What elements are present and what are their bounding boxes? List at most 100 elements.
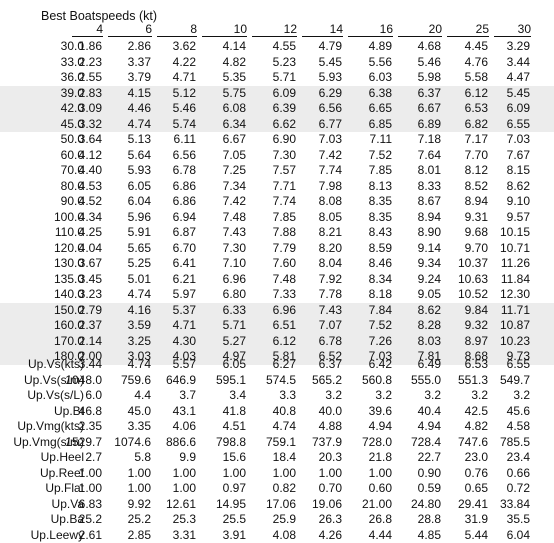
table-cell: 7.48: [273, 272, 296, 288]
wind-speed-header: 30: [494, 22, 531, 37]
table-cell: 4.76: [465, 55, 488, 71]
wind-speed-header: 10: [202, 22, 247, 37]
table-cell: 7.84: [369, 303, 392, 319]
table-cell: 8.01: [418, 163, 441, 179]
table-cell: 0.66: [507, 466, 530, 482]
table-cell: 9.05: [418, 287, 441, 303]
table-cell: 10.15: [500, 225, 530, 241]
table-cell: 8.33: [418, 179, 441, 195]
table-cell: 6.29: [319, 86, 342, 102]
table-cell: 40.8: [273, 404, 296, 420]
table-cell: 560.8: [362, 373, 392, 389]
table-cell: 8.43: [369, 225, 392, 241]
table-cell: 886.6: [166, 435, 196, 451]
table-cell: 4.74: [128, 357, 151, 373]
table-cell: 2.86: [128, 39, 151, 55]
table-cell: 21.00: [362, 497, 392, 513]
table-cell: 33.84: [500, 497, 530, 513]
table-cell: 8.03: [418, 334, 441, 350]
table-cell: 4.88: [319, 419, 342, 435]
table-cell: 19.06: [312, 497, 342, 513]
table-cell: 7.17: [465, 132, 488, 148]
table-cell: 6.62: [273, 117, 296, 133]
table-cell: 0.65: [465, 481, 488, 497]
table-cell: 7.88: [273, 225, 296, 241]
table-cell: 3.91: [223, 528, 246, 543]
wind-speed-header: 8: [157, 22, 197, 37]
table-cell: 6.85: [369, 117, 392, 133]
table-cell: 7.52: [369, 148, 392, 164]
table-cell: 6.27: [273, 357, 296, 373]
table-cell: 4.94: [369, 419, 392, 435]
row-label: Up.Vs(kts): [28, 357, 84, 373]
table-cell: 2.35: [79, 419, 102, 435]
table-cell: 4.30: [173, 334, 196, 350]
table-cell: 9.84: [465, 303, 488, 319]
row-label: Up.Vs(s/L): [27, 388, 84, 404]
table-cell: 3.64: [79, 132, 102, 148]
table-cell: 8.21: [319, 225, 342, 241]
table-cell: 6.53: [465, 357, 488, 373]
table-cell: 4.34: [79, 210, 102, 226]
table-cell: 7.10: [223, 256, 246, 272]
table-cell: 3.32: [79, 117, 102, 133]
table-cell: 4.26: [319, 528, 342, 543]
table-cell: 1.00: [79, 466, 102, 482]
table-cell: 6.96: [273, 303, 296, 319]
table-cell: 1074.6: [114, 435, 151, 451]
table-cell: 28.8: [418, 512, 441, 528]
table-cell: 5.65: [128, 241, 151, 257]
table-cell: 6.96: [223, 272, 246, 288]
table-cell: 40.4: [418, 404, 441, 420]
table-cell: 7.03: [319, 132, 342, 148]
table-cell: 5.13: [128, 132, 151, 148]
table-cell: 4.14: [223, 39, 246, 55]
table-cell: 6.21: [173, 272, 196, 288]
table-cell: 5.71: [223, 318, 246, 334]
table-cell: 7.25: [223, 163, 246, 179]
row-label: Up.Heel: [41, 450, 84, 466]
table-cell: 12.30: [500, 287, 530, 303]
table-cell: 9.57: [507, 210, 530, 226]
table-cell: 4.15: [128, 86, 151, 102]
table-cell: 4.06: [173, 419, 196, 435]
table-cell: 1.00: [79, 481, 102, 497]
table-cell: 4.74: [273, 419, 296, 435]
row-label: Up.Reef: [40, 466, 84, 482]
table-cell: 9.10: [507, 194, 530, 210]
table-cell: 7.43: [319, 303, 342, 319]
table-cell: 23.0: [465, 450, 488, 466]
table-cell: 5.93: [319, 70, 342, 86]
table-cell: 5.64: [128, 148, 151, 164]
table-cell: 6.55: [507, 357, 530, 373]
table-cell: 5.25: [128, 256, 151, 272]
table-cell: 11.84: [501, 272, 530, 288]
table-cell: 728.0: [362, 435, 392, 451]
table-cell: 759.6: [121, 373, 151, 389]
table-cell: 10.52: [458, 287, 488, 303]
table-cell: 4.45: [465, 39, 488, 55]
table-cell: 5.93: [128, 163, 151, 179]
table-cell: 7.85: [369, 163, 392, 179]
table-cell: 2.23: [79, 55, 102, 71]
table-cell: 6.53: [465, 101, 488, 117]
table-cell: 6.49: [418, 357, 441, 373]
table-cell: 4.12: [79, 148, 102, 164]
table-cell: 1.86: [79, 39, 102, 55]
table-cell: 5.97: [173, 287, 196, 303]
table-cell: 4.71: [173, 318, 196, 334]
table-cell: 3.44: [507, 55, 530, 71]
table-cell: 747.6: [458, 435, 488, 451]
table-cell: 4.71: [173, 70, 196, 86]
table-cell: 31.9: [465, 512, 488, 528]
table-cell: 6.34: [223, 117, 246, 133]
table-cell: 8.34: [369, 272, 392, 288]
table-cell: 25.9: [273, 512, 296, 528]
table-cell: 10.63: [458, 272, 488, 288]
